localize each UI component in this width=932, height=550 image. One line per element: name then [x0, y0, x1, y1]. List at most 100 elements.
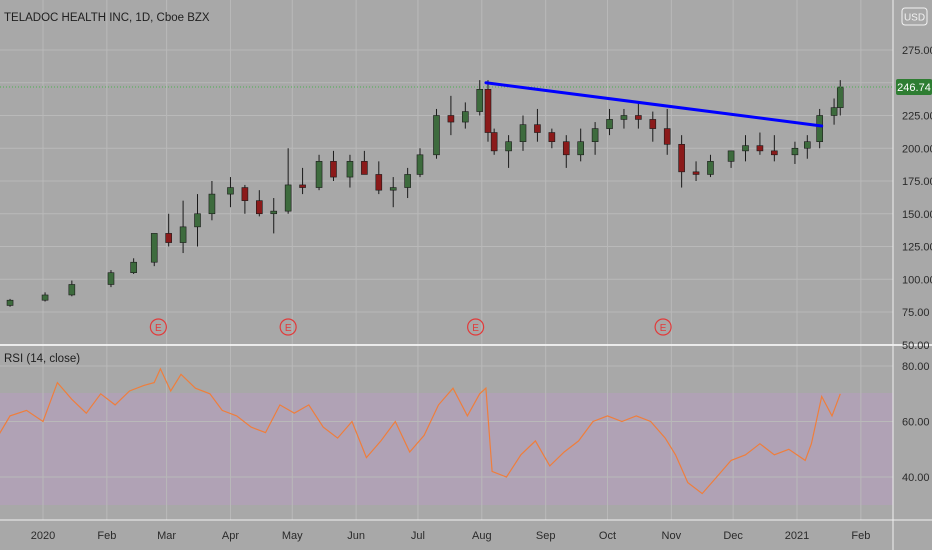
- earnings-marker[interactable]: E: [149, 318, 167, 336]
- candle: [756, 132, 764, 155]
- candle: [771, 135, 778, 162]
- candle: [330, 150, 337, 181]
- earnings-marker-label: E: [472, 323, 479, 334]
- candle: [284, 148, 292, 214]
- candle-body: [635, 115, 642, 120]
- candle: [707, 154, 714, 178]
- price-tick-label: 175.00: [902, 176, 932, 188]
- candle: [416, 148, 424, 178]
- currency-button[interactable]: USD: [901, 7, 928, 26]
- currency-label: USD: [904, 13, 925, 24]
- price-tick-label: 225.00: [902, 111, 932, 123]
- candle-body: [256, 200, 263, 215]
- candle: [361, 150, 368, 175]
- rsi-tick-label: 80.00: [902, 361, 930, 373]
- earnings-marker[interactable]: E: [654, 318, 672, 336]
- last-price-badge: 246.74: [896, 79, 932, 96]
- rsi-axis[interactable]: 40.00 60.00 80.00: [902, 361, 930, 484]
- candle: [678, 135, 685, 188]
- candle: [462, 102, 469, 129]
- candle-body: [742, 145, 749, 152]
- candle-body: [416, 154, 424, 175]
- candle: [505, 135, 512, 168]
- candle: [649, 111, 657, 142]
- candle-body: [771, 150, 778, 156]
- earnings-marker[interactable]: E: [279, 318, 297, 336]
- candle-body: [663, 128, 671, 145]
- candle-body: [433, 115, 440, 156]
- candle-body: [620, 115, 628, 120]
- candle: [130, 258, 137, 275]
- earnings-marker-label: E: [155, 323, 162, 334]
- earnings-marker-label: E: [660, 323, 667, 334]
- candle: [68, 280, 76, 297]
- candle-body: [727, 150, 735, 162]
- candles: [6, 80, 844, 307]
- candle-body: [6, 299, 14, 306]
- candle-body: [816, 115, 823, 143]
- candle-body: [548, 132, 556, 142]
- candle-body: [208, 193, 216, 215]
- earnings-marker-label: E: [285, 323, 292, 334]
- price-tick-label: 275.00: [902, 45, 932, 57]
- candle-body: [330, 161, 337, 178]
- candle: [534, 108, 541, 142]
- candle-body: [606, 119, 613, 129]
- candle: [519, 115, 527, 151]
- trendline[interactable]: [484, 81, 824, 128]
- candle: [447, 95, 455, 136]
- candle-body: [591, 128, 599, 143]
- rsi-tick-label: 60.00: [902, 417, 930, 429]
- candle: [484, 80, 492, 142]
- candle: [256, 190, 263, 217]
- candle-body: [804, 141, 811, 149]
- candle: [830, 98, 838, 125]
- candle-body: [194, 213, 201, 228]
- time-tick-label: Dec: [723, 530, 743, 542]
- currency-button-border: [901, 7, 928, 26]
- candle-body: [41, 294, 49, 301]
- candle-body: [791, 147, 799, 156]
- earnings-marker-circle: [654, 318, 672, 336]
- price-tick-label: 125.00: [902, 242, 932, 254]
- time-tick-label: Apr: [222, 530, 239, 542]
- candle: [389, 177, 397, 208]
- candle: [241, 184, 249, 214]
- time-tick-label: Nov: [662, 530, 682, 542]
- candle-body: [476, 89, 484, 112]
- candle-body: [462, 111, 469, 123]
- candle-body: [830, 107, 838, 116]
- candle: [270, 198, 278, 234]
- time-tick-label: 2021: [785, 530, 809, 542]
- candle-body: [447, 115, 455, 123]
- candle: [562, 135, 570, 168]
- candle: [591, 122, 599, 155]
- candle-body: [404, 174, 411, 188]
- candle-body: [130, 261, 137, 274]
- candle-body: [107, 272, 115, 285]
- candle-body: [389, 187, 397, 191]
- candle-body: [534, 124, 541, 133]
- candle-body: [315, 161, 323, 188]
- price-tick-label: 50.00: [902, 340, 930, 352]
- rsi-tick-label: 40.00: [902, 472, 930, 484]
- time-tick-label: Jun: [347, 530, 365, 542]
- candle-body: [241, 187, 249, 201]
- candle-body: [375, 174, 383, 191]
- candle-body: [692, 171, 700, 175]
- time-axis[interactable]: 2020 Feb Mar Apr May Jun Jul Aug Sep Oct Nov Dec 202…: [31, 530, 871, 542]
- candle: [346, 154, 354, 188]
- time-tick-label: Oct: [599, 530, 616, 542]
- price-tick-label: 150.00: [902, 209, 932, 221]
- earnings-marker[interactable]: E: [467, 318, 485, 336]
- time-tick-label: Jul: [411, 530, 425, 542]
- candle-body: [836, 86, 844, 108]
- candle: [490, 128, 498, 155]
- time-tick-label: Feb: [851, 530, 870, 542]
- candle: [433, 108, 440, 159]
- candle: [548, 128, 556, 149]
- price-badge-bg: [896, 79, 932, 96]
- candle: [791, 141, 799, 164]
